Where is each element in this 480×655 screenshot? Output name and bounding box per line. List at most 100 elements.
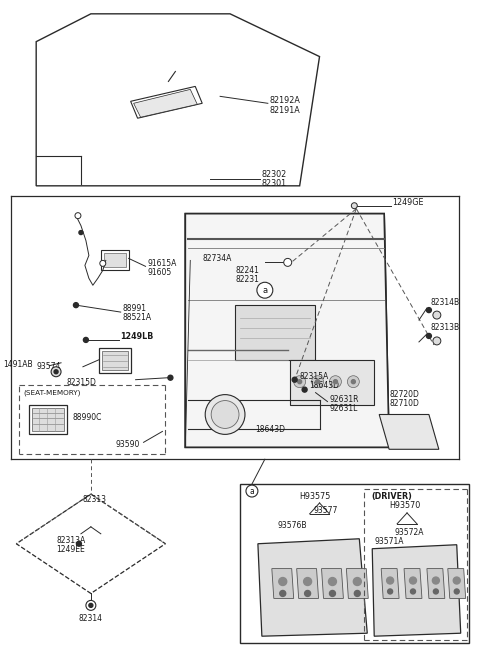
Polygon shape: [185, 214, 389, 447]
Bar: [29, 405, 67, 434]
Text: 82734A: 82734A: [203, 254, 232, 263]
Circle shape: [279, 578, 287, 586]
Circle shape: [433, 311, 441, 319]
Circle shape: [100, 261, 106, 267]
Circle shape: [409, 577, 417, 584]
Polygon shape: [272, 569, 294, 599]
Text: 82191A: 82191A: [270, 105, 300, 115]
Circle shape: [76, 541, 82, 546]
Circle shape: [387, 577, 394, 584]
Text: a: a: [250, 487, 254, 496]
Bar: [102, 351, 128, 370]
Circle shape: [312, 376, 324, 388]
Text: 82302: 82302: [262, 170, 287, 179]
Circle shape: [54, 370, 58, 374]
Bar: [99, 348, 131, 373]
Text: 18643D: 18643D: [310, 381, 339, 390]
Text: 1249LB: 1249LB: [120, 333, 153, 341]
Bar: [104, 253, 126, 267]
Circle shape: [351, 203, 357, 209]
Text: 93574: 93574: [36, 362, 60, 371]
Circle shape: [73, 303, 78, 308]
Circle shape: [410, 589, 416, 594]
Circle shape: [205, 394, 245, 434]
Polygon shape: [404, 569, 422, 599]
Circle shape: [354, 590, 360, 597]
Text: 82314: 82314: [79, 614, 103, 623]
Polygon shape: [379, 415, 439, 449]
Text: 1491AB: 1491AB: [3, 360, 33, 369]
Text: 82315D: 82315D: [66, 378, 96, 387]
Polygon shape: [322, 569, 343, 599]
Text: 92631L: 92631L: [329, 404, 358, 413]
Circle shape: [75, 213, 81, 219]
Circle shape: [353, 578, 361, 586]
Text: 93577: 93577: [313, 506, 338, 515]
Text: 82231: 82231: [235, 275, 259, 284]
Text: 93590: 93590: [116, 440, 140, 449]
Circle shape: [432, 577, 439, 584]
Polygon shape: [133, 89, 197, 117]
Circle shape: [328, 578, 336, 586]
Circle shape: [257, 282, 273, 298]
Text: 82313B: 82313B: [431, 324, 460, 333]
Circle shape: [433, 337, 441, 345]
Text: 91615A: 91615A: [147, 259, 177, 268]
Polygon shape: [372, 545, 461, 636]
Bar: [235, 305, 314, 360]
Text: 1249GE: 1249GE: [392, 198, 424, 207]
Text: 93576B: 93576B: [278, 521, 307, 531]
Circle shape: [348, 376, 360, 388]
Circle shape: [51, 367, 61, 377]
Polygon shape: [347, 569, 368, 599]
Circle shape: [315, 380, 320, 384]
Text: 92631R: 92631R: [329, 395, 359, 404]
Circle shape: [388, 589, 393, 594]
Circle shape: [426, 308, 432, 312]
Text: 1249EE: 1249EE: [56, 545, 85, 554]
Circle shape: [329, 590, 336, 597]
Circle shape: [454, 589, 459, 594]
Text: 18643D: 18643D: [255, 425, 285, 434]
Circle shape: [329, 376, 341, 388]
Circle shape: [280, 590, 286, 597]
Circle shape: [453, 577, 460, 584]
Bar: [290, 360, 374, 405]
Circle shape: [211, 401, 239, 428]
Text: (DRIVER): (DRIVER): [371, 491, 412, 500]
Text: 82710D: 82710D: [389, 399, 419, 408]
Circle shape: [304, 578, 312, 586]
Text: 82241: 82241: [235, 266, 259, 275]
Text: 93572A: 93572A: [394, 529, 424, 537]
Polygon shape: [297, 569, 319, 599]
Text: 82313: 82313: [83, 495, 107, 504]
Circle shape: [292, 377, 297, 382]
Circle shape: [89, 603, 93, 607]
Circle shape: [433, 589, 438, 594]
Circle shape: [284, 259, 292, 267]
Text: 88991: 88991: [123, 304, 147, 312]
Text: H93570: H93570: [389, 502, 420, 510]
Text: 88990C: 88990C: [73, 413, 102, 422]
Text: 82192A: 82192A: [270, 96, 300, 105]
Circle shape: [302, 387, 307, 392]
Bar: [32, 407, 64, 432]
Circle shape: [426, 333, 432, 339]
Circle shape: [298, 380, 301, 384]
Text: 82301: 82301: [262, 179, 287, 189]
Bar: [240, 484, 468, 643]
Text: 82315A: 82315A: [300, 372, 329, 381]
Circle shape: [79, 231, 83, 234]
Polygon shape: [448, 569, 466, 599]
Text: H93575: H93575: [300, 491, 331, 500]
Polygon shape: [427, 569, 445, 599]
Text: (SEAT-MEMORY): (SEAT-MEMORY): [23, 389, 81, 396]
Circle shape: [86, 601, 96, 610]
Circle shape: [84, 337, 88, 343]
Polygon shape: [381, 569, 399, 599]
Text: 91605: 91605: [147, 268, 172, 277]
Circle shape: [246, 485, 258, 497]
Bar: [101, 250, 129, 271]
Polygon shape: [258, 539, 367, 636]
Circle shape: [294, 376, 306, 388]
